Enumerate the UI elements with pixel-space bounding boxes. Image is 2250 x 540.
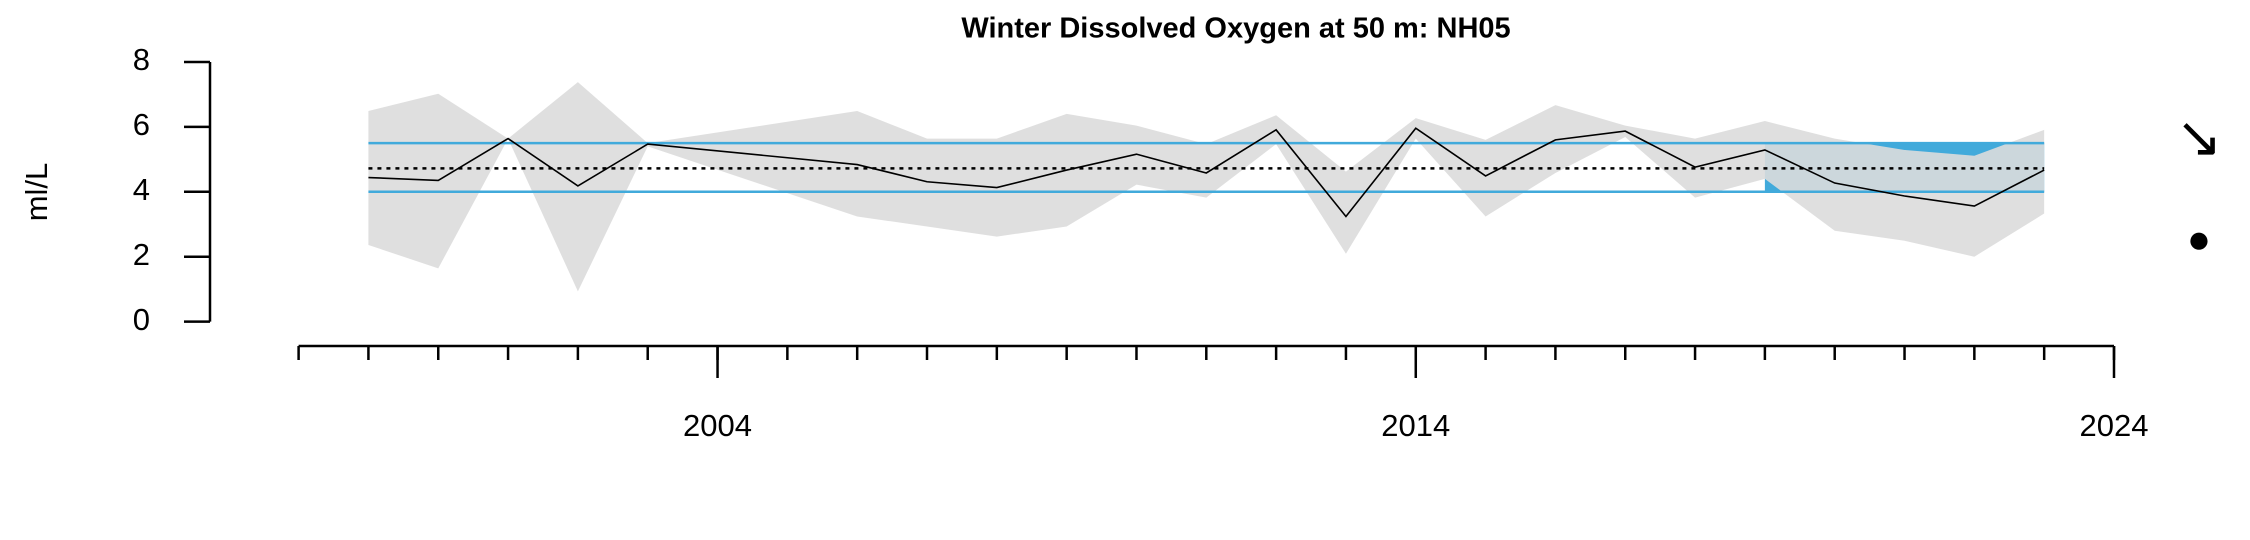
y-tick-label: 8 (133, 42, 150, 77)
y-tick-label: 4 (133, 172, 150, 207)
x-tick-label: 2004 (683, 408, 752, 443)
data-line (368, 127, 2045, 218)
sd-band (368, 82, 2045, 292)
y-axis-label: ml/L (19, 163, 54, 222)
trend-symbol: ↘ (2176, 105, 2223, 168)
x-tick-label: 2014 (1381, 408, 1450, 443)
y-tick-label: 6 (133, 107, 150, 142)
y-tick-label: 0 (133, 302, 150, 337)
y-tick-label: 2 (133, 237, 150, 272)
mean-symbol: ● (2187, 218, 2211, 262)
chart-title: Winter Dissolved Oxygen at 50 m: NH05 (961, 13, 1510, 45)
x-tick-label: 2024 (2080, 408, 2149, 443)
